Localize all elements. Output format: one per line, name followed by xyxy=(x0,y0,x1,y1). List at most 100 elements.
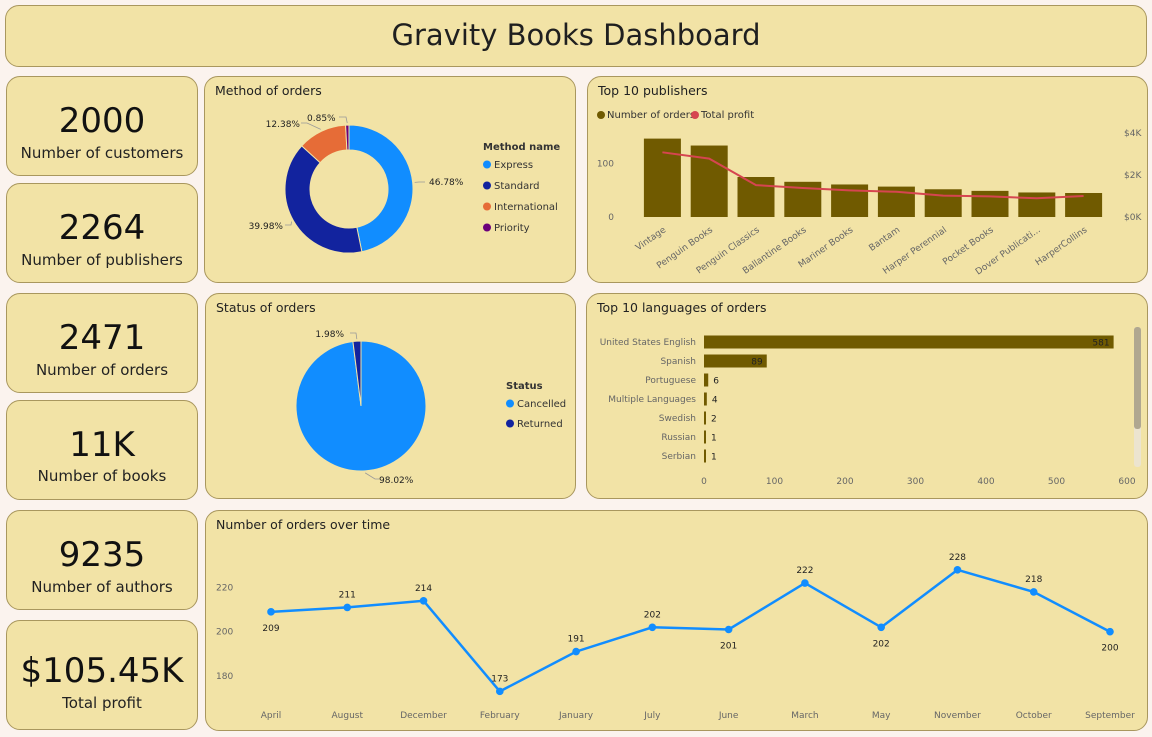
bar-data-label: 1 xyxy=(711,453,717,463)
legend-marker-profit xyxy=(691,111,699,119)
language-bar xyxy=(704,430,706,444)
line-point xyxy=(267,608,275,616)
line-point xyxy=(1029,588,1038,596)
x-tick-label: February xyxy=(480,711,521,721)
pie-slice-priority xyxy=(345,124,350,151)
x-tick-label: January xyxy=(558,711,594,721)
y-right-tick-label: $0K xyxy=(1124,213,1142,223)
kpi-authors[interactable]: 9235 Number of authors xyxy=(6,510,198,610)
kpi-label: Number of orders xyxy=(35,361,169,379)
kpi-label: Number of publishers xyxy=(21,251,183,269)
point-data-label: 200 xyxy=(1101,644,1118,654)
kpi-value: 11K xyxy=(69,425,135,465)
kpi-value: 2000 xyxy=(58,101,146,141)
slice-leader-line xyxy=(339,116,348,124)
x-tick-label: July xyxy=(643,711,661,721)
legend-item-returned: Returned xyxy=(517,419,563,430)
line-point xyxy=(877,623,885,632)
orders-over-time-panel[interactable]: Number of orders over time 180 200 220 209 A… xyxy=(205,510,1148,731)
slice-data-label: 98.02% xyxy=(379,476,414,486)
y-category-label: United States English xyxy=(600,338,696,348)
kpi-publishers[interactable]: 2264 Number of publishers xyxy=(6,183,198,283)
pie-slice-returned xyxy=(352,340,362,407)
kpi-value: $105.45K xyxy=(20,651,184,691)
publishers-combo-chart: Number of orders Total profit 0 100 $0K $2K $4… xyxy=(597,110,1143,277)
line-point xyxy=(419,596,428,605)
pie-slice-express xyxy=(348,124,414,253)
point-data-label: 173 xyxy=(491,674,508,684)
language-bar xyxy=(704,392,707,406)
legend-marker-cancelled xyxy=(506,399,514,408)
kpi-orders[interactable]: 2471 Number of orders xyxy=(6,293,198,393)
bar-pocket-books xyxy=(971,190,1009,217)
method-of-orders-panel[interactable]: Method of orders 46.78% 39.98% 12.38% 0.85%… xyxy=(204,76,576,283)
x-tick-label: April xyxy=(261,711,282,721)
slice-leader-line xyxy=(350,332,358,340)
point-data-label: 202 xyxy=(644,610,661,620)
y-category-label: Swedish xyxy=(659,414,696,424)
top-languages-panel[interactable]: Top 10 languages of orders United States… xyxy=(586,293,1148,499)
legend-item-standard: Standard xyxy=(494,181,540,192)
kpi-label: Number of customers xyxy=(20,144,184,162)
panel-title: Status of orders xyxy=(216,300,316,315)
bar-data-label: 89 xyxy=(751,358,763,368)
panel-title: Top 10 languages of orders xyxy=(597,300,767,315)
kpi-customers[interactable]: 2000 Number of customers xyxy=(6,76,198,176)
bar-dover-publicati- xyxy=(1018,192,1056,217)
scrollbar-thumb xyxy=(1134,327,1141,429)
legend-title: Status xyxy=(506,381,543,392)
profit-line xyxy=(662,151,1084,200)
kpi-books[interactable]: 11K Number of books xyxy=(6,400,198,500)
y-right-tick-label: $4K xyxy=(1124,129,1142,139)
point-data-label: 228 xyxy=(949,553,966,563)
point-data-label: 214 xyxy=(415,584,432,594)
language-bar xyxy=(704,449,706,463)
y-left-tick-label: 100 xyxy=(597,160,614,170)
legend-item-international: International xyxy=(494,202,558,213)
x-tick-label: 500 xyxy=(1048,477,1065,487)
legend-marker-standard xyxy=(483,181,491,190)
kpi-value: 9235 xyxy=(58,535,146,575)
kpi-label: Number of books xyxy=(37,467,167,485)
x-tick-label: Vintage xyxy=(634,225,668,253)
x-tick-label: August xyxy=(332,711,364,721)
slice-data-label: 39.98% xyxy=(249,222,284,232)
kpi-label: Total profit xyxy=(62,694,142,712)
point-data-label: 209 xyxy=(262,624,279,634)
status-of-orders-panel[interactable]: Status of orders 98.02% 1.98% Status Cancel… xyxy=(205,293,576,499)
panel-title: Number of orders over time xyxy=(216,517,391,532)
line-point xyxy=(648,623,657,632)
bar-penguin-classics xyxy=(737,177,775,217)
pie-slice-standard xyxy=(284,145,363,254)
language-bar xyxy=(704,411,706,425)
x-tick-label: May xyxy=(872,711,891,721)
line-point xyxy=(343,603,352,612)
dashboard-header: Gravity Books Dashboard xyxy=(5,5,1147,67)
orders-line xyxy=(270,568,1111,693)
line-point xyxy=(724,625,733,634)
y-left-tick-label: 0 xyxy=(608,213,614,223)
line-point xyxy=(953,566,962,574)
point-data-label: 202 xyxy=(873,639,890,649)
y-tick-label: 200 xyxy=(216,628,233,638)
y-category-label: Serbian xyxy=(662,452,696,462)
top-publishers-panel[interactable]: Top 10 publishers Number of orders Total … xyxy=(587,76,1148,283)
y-category-label: Spanish xyxy=(660,357,696,367)
point-data-label: 211 xyxy=(339,590,356,600)
x-tick-label: November xyxy=(934,711,981,721)
panel-title: Method of orders xyxy=(215,83,322,98)
method-donut-chart: 46.78% 39.98% 12.38% 0.85% Method name Expres… xyxy=(249,114,560,254)
y-category-label: Multiple Languages xyxy=(608,395,696,405)
slice-leader-line xyxy=(364,472,379,480)
legend-marker-international xyxy=(483,202,491,211)
x-tick-label: 300 xyxy=(907,477,924,487)
line-point xyxy=(801,579,809,587)
kpi-total-profit[interactable]: $105.45K Total profit xyxy=(6,620,198,730)
x-tick-label: 200 xyxy=(836,477,853,487)
line-point xyxy=(572,647,580,656)
bar-data-label: 1 xyxy=(711,434,717,444)
bar-data-label: 4 xyxy=(712,396,718,406)
x-tick-label: 400 xyxy=(977,477,994,487)
slice-data-label: 1.98% xyxy=(315,330,344,340)
x-tick-label: 600 xyxy=(1118,477,1135,487)
